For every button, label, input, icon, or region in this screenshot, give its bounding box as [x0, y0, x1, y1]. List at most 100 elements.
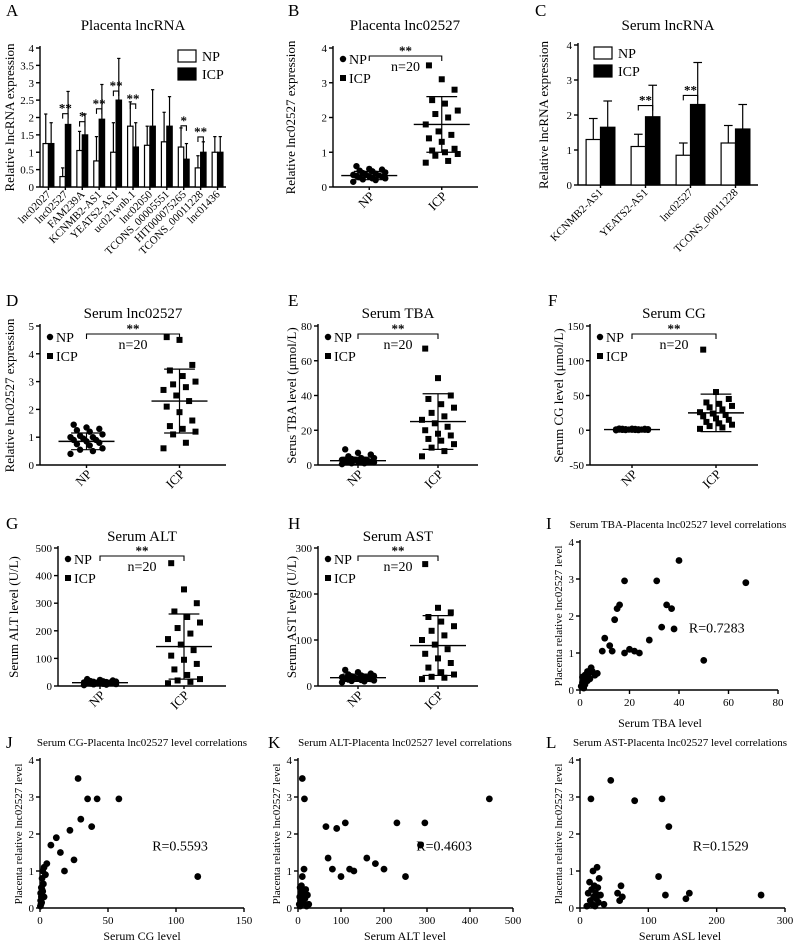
- data-point: [322, 823, 330, 830]
- legend-label: ICP: [334, 350, 356, 365]
- category-label: NP: [344, 688, 366, 710]
- data-point-icp: [176, 336, 183, 343]
- x-tick-label: 500: [505, 915, 522, 927]
- data-point: [372, 860, 379, 867]
- data-point: [93, 795, 101, 803]
- n-label: n=20: [128, 560, 157, 575]
- data-point-icp: [719, 424, 726, 431]
- bar-np: [59, 175, 66, 188]
- significance-label: **: [639, 93, 652, 108]
- legend-marker-icp: [597, 353, 603, 359]
- data-point: [658, 795, 666, 803]
- data-point-icp: [425, 614, 432, 620]
- data-point: [655, 873, 662, 880]
- x-axis-label: Serum ASL level: [639, 929, 722, 943]
- panel-title: Serum lnc02527: [84, 306, 183, 322]
- legend-label: ICP: [56, 350, 78, 365]
- data-point: [675, 557, 683, 564]
- y-tick-label: 1: [29, 147, 35, 159]
- data-point-icp: [187, 630, 194, 637]
- data-point: [302, 886, 310, 893]
- data-point-icp: [190, 647, 197, 654]
- panel-title: Serum TBA: [362, 306, 435, 322]
- significance-bracket: [368, 55, 443, 61]
- data-point-icp: [160, 386, 167, 393]
- panel-title: Serum ALT-Placenta lnc02527 level correl…: [298, 737, 512, 749]
- data-point-icp: [165, 636, 171, 643]
- y-tick-label: 0: [569, 903, 575, 915]
- data-point-icp: [181, 586, 187, 593]
- y-tick-label: 300: [36, 598, 53, 610]
- y-tick-label: 1: [567, 145, 573, 157]
- data-point: [598, 647, 606, 655]
- data-point-np: [99, 445, 106, 452]
- data-point-np: [345, 453, 352, 460]
- y-tick-label: 1: [322, 147, 328, 159]
- data-point-icp: [419, 453, 425, 460]
- y-tick-label: 4: [322, 43, 328, 55]
- y-tick-label: 0.5: [20, 165, 34, 177]
- legend-label: ICP: [349, 72, 371, 87]
- data-point: [685, 889, 693, 897]
- x-tick-label: 40: [674, 697, 686, 709]
- data-point-icp: [189, 417, 196, 424]
- y-tick-label: 50: [573, 391, 585, 403]
- y-tick-label: 2: [29, 113, 35, 125]
- panel-a: A Placenta lncRNA 0 0.5 1 1.5 2 2.5 3 3.5 4 Relativ…: [2, 1, 226, 258]
- data-point-icp: [425, 664, 432, 671]
- data-point-icp: [428, 673, 435, 680]
- y-tick-label: -50: [569, 460, 584, 472]
- y-tick-label: 100: [296, 635, 313, 647]
- bar-np: [177, 146, 185, 188]
- significance-label: **: [684, 82, 697, 97]
- x-tick-label: 0: [295, 915, 301, 927]
- data-point: [337, 873, 345, 880]
- x-tick-label: 60: [723, 697, 735, 709]
- significance-label: **: [93, 96, 106, 111]
- x-tick-label: 20: [624, 697, 636, 709]
- legend-label: ICP: [334, 572, 356, 587]
- y-tick-label: 2: [29, 404, 35, 416]
- bar-np: [160, 141, 168, 188]
- data-point-icp: [425, 62, 432, 69]
- panel-letter: C: [535, 1, 546, 20]
- panel-d: D Serum lnc02527 0 1 2 3 4 5 Relative lnc02527 e…: [2, 291, 226, 491]
- data-point: [77, 815, 85, 823]
- data-point: [298, 775, 306, 782]
- bar-np: [42, 142, 50, 188]
- data-point-icp: [435, 375, 441, 382]
- data-point: [607, 776, 615, 784]
- category-label: ICP: [699, 467, 724, 492]
- panel-letter: A: [6, 1, 19, 20]
- significance-bracket: [631, 333, 717, 339]
- x-tick-label: 100: [640, 915, 657, 927]
- significance-bracket: [637, 105, 654, 111]
- data-point-icp: [160, 445, 167, 452]
- y-tick-label: 4: [567, 40, 573, 52]
- data-point-icp: [192, 428, 199, 435]
- panel-c: C Serum lncRNA 0 1 2 3 4 Relative lncRNA expres…: [535, 1, 758, 255]
- y-tick-label: 2: [567, 110, 573, 122]
- legend-marker-icp: [325, 575, 331, 581]
- data-point-np: [96, 676, 104, 684]
- y-tick-label: 0: [569, 685, 575, 697]
- data-point: [662, 891, 669, 899]
- panel-letter: H: [288, 514, 300, 533]
- bar-icp: [47, 142, 55, 188]
- data-point-icp: [431, 420, 438, 427]
- data-point-np: [76, 432, 84, 440]
- y-tick-label: 40: [301, 391, 313, 403]
- y-axis-label: Placenta relative lnc02527 level: [553, 546, 565, 687]
- data-point-icp: [170, 381, 177, 388]
- y-tick-label: 3: [569, 792, 575, 804]
- data-point: [39, 887, 47, 895]
- panel-l: L Serum AST-Placenta lnc02527 level corre…: [546, 733, 794, 943]
- data-point: [194, 873, 202, 880]
- data-point-icp: [422, 159, 429, 166]
- y-tick-label: 0: [307, 681, 313, 693]
- data-point: [586, 675, 594, 683]
- x-tick-label: 150: [236, 915, 253, 927]
- y-tick-label: 100: [36, 653, 53, 665]
